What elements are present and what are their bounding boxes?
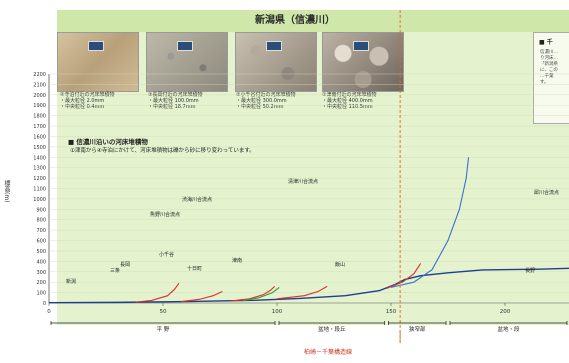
y-tick-label: 1300 xyxy=(33,166,46,172)
river-label: 渋海川合流点 xyxy=(182,196,212,203)
tributary-curve-red-5 xyxy=(386,263,422,289)
river-label: 長野 xyxy=(525,267,535,274)
tributary-curve-green xyxy=(242,286,280,302)
y-tick-label: 600 xyxy=(36,239,46,245)
tributary-curve-red-1 xyxy=(135,282,180,303)
header-bar xyxy=(57,10,569,32)
side-text: 信濃川… り河床… 「新潟県 に、この …千葉 す。 xyxy=(540,50,558,86)
y-tick-label: 300 xyxy=(36,270,46,276)
segment-label: 狭窄部 xyxy=(409,325,426,333)
side-title: ■ 千 xyxy=(539,39,553,46)
caption-max-label: ・最大粒径 xyxy=(148,98,174,104)
caption-max-value: 100.0mm xyxy=(174,98,199,104)
structure-line-label: 柏崎－千葉構造線 xyxy=(304,349,353,356)
segment-label: 盆地・段丘 xyxy=(318,325,346,333)
side-text-line: り河床… xyxy=(540,56,558,61)
y-tick-label: 2200 xyxy=(33,72,46,78)
sediment-photo-4 xyxy=(57,32,139,92)
river-label: 長岡 xyxy=(120,262,130,268)
sediment-photo-3 xyxy=(146,32,228,92)
y-tick-label: 1200 xyxy=(33,176,46,182)
y-tick-label: 2000 xyxy=(33,93,46,99)
y-tick-label: 400 xyxy=(36,259,46,265)
y-tick-label: 1100 xyxy=(33,187,46,193)
side-text-line: 信濃川… xyxy=(540,50,558,55)
tributary-curve-red-4 xyxy=(276,285,328,300)
y-tick-label: 1600 xyxy=(33,134,46,140)
caption-mid-value: 50.2mm xyxy=(262,104,284,110)
y-tick-label: 900 xyxy=(36,207,46,213)
side-panel xyxy=(533,32,569,124)
side-text-line: 「新潟県 xyxy=(540,62,558,67)
caption-mid-value: 110.5mm xyxy=(348,104,373,110)
river-label: 清津川合流点 xyxy=(288,178,318,185)
side-text-line: す。 xyxy=(540,80,549,85)
caption-max-value: 400.0mm xyxy=(348,98,373,104)
side-text-line: …千葉 xyxy=(540,74,554,79)
y-tick-label: 1900 xyxy=(33,103,46,109)
caption-mid-value: 0.4mm xyxy=(86,104,105,110)
x-tick-label: 50 xyxy=(160,309,167,315)
figure-title: 新潟県（信濃川） xyxy=(255,15,335,26)
y-axis-label: 標高(m) xyxy=(3,180,10,203)
river-label: 三条 xyxy=(110,267,120,274)
y-tick-label: 1400 xyxy=(33,155,46,161)
y-tick-label: 2100 xyxy=(33,82,46,88)
legend-title: ■ 信濃川沿いの河床堆積物 xyxy=(68,138,148,146)
side-text-line: に、この xyxy=(540,68,558,73)
legend-note: ①津南から④寺泊にかけて、河床堆積物は礫から砂に移り変わっています。 xyxy=(70,148,255,154)
caption-max-value: 300.0mm xyxy=(262,98,287,104)
main-river-profile xyxy=(48,267,569,304)
caption-max-label: ・最大粒径 xyxy=(236,98,262,104)
river-label: 津南 xyxy=(232,257,242,264)
y-tick-label: 800 xyxy=(36,218,46,224)
tributary-curve-blue xyxy=(390,157,470,288)
y-tick-label: 0 xyxy=(43,301,46,307)
tributary-curve-red-3 xyxy=(231,285,276,302)
segment-label: 盆地・段 xyxy=(497,325,520,333)
y-tick-label: 100 xyxy=(36,291,46,297)
tributary-curve-red-2 xyxy=(181,291,223,303)
caption-mid-label: ・中央粒径 xyxy=(322,104,348,110)
y-tick-label: 1500 xyxy=(33,145,46,151)
river-label: 魚野川合流点 xyxy=(150,211,180,218)
x-tick-label: 100 xyxy=(272,309,283,315)
y-tick-label: 1000 xyxy=(33,197,46,203)
river-label: 飯山 xyxy=(335,261,345,268)
y-tick-label: 200 xyxy=(36,280,46,286)
river-label: 小千谷 xyxy=(159,251,174,258)
sediment-photo-1 xyxy=(322,32,404,92)
caption-max-value: 2.0mm xyxy=(86,98,105,104)
y-tick-label: 700 xyxy=(36,228,46,234)
y-tick-label: 500 xyxy=(36,249,46,255)
caption-max-label: ・最大粒径 xyxy=(322,98,348,104)
x-tick-label: 0 xyxy=(47,309,51,315)
x-tick-label: 150 xyxy=(386,309,397,315)
caption-mid-label: ・中央粒径 xyxy=(60,104,86,110)
caption-mid-label: ・中央粒径 xyxy=(236,104,262,110)
caption-mid-value: 18.7mm xyxy=(174,104,196,110)
y-tick-label: 1800 xyxy=(33,114,46,120)
y-tick-label: 1700 xyxy=(33,124,46,130)
x-tick-label: 200 xyxy=(500,309,511,315)
river-label: 犀川合流点 xyxy=(534,189,559,196)
sediment-photo-2 xyxy=(235,32,317,92)
river-label: 十日町 xyxy=(187,265,202,272)
river-label: 新潟 xyxy=(66,278,76,285)
caption-mid-label: ・中央粒径 xyxy=(148,104,174,110)
caption-max-label: ・最大粒径 xyxy=(60,98,86,104)
segment-label: 平 野 xyxy=(157,325,170,333)
